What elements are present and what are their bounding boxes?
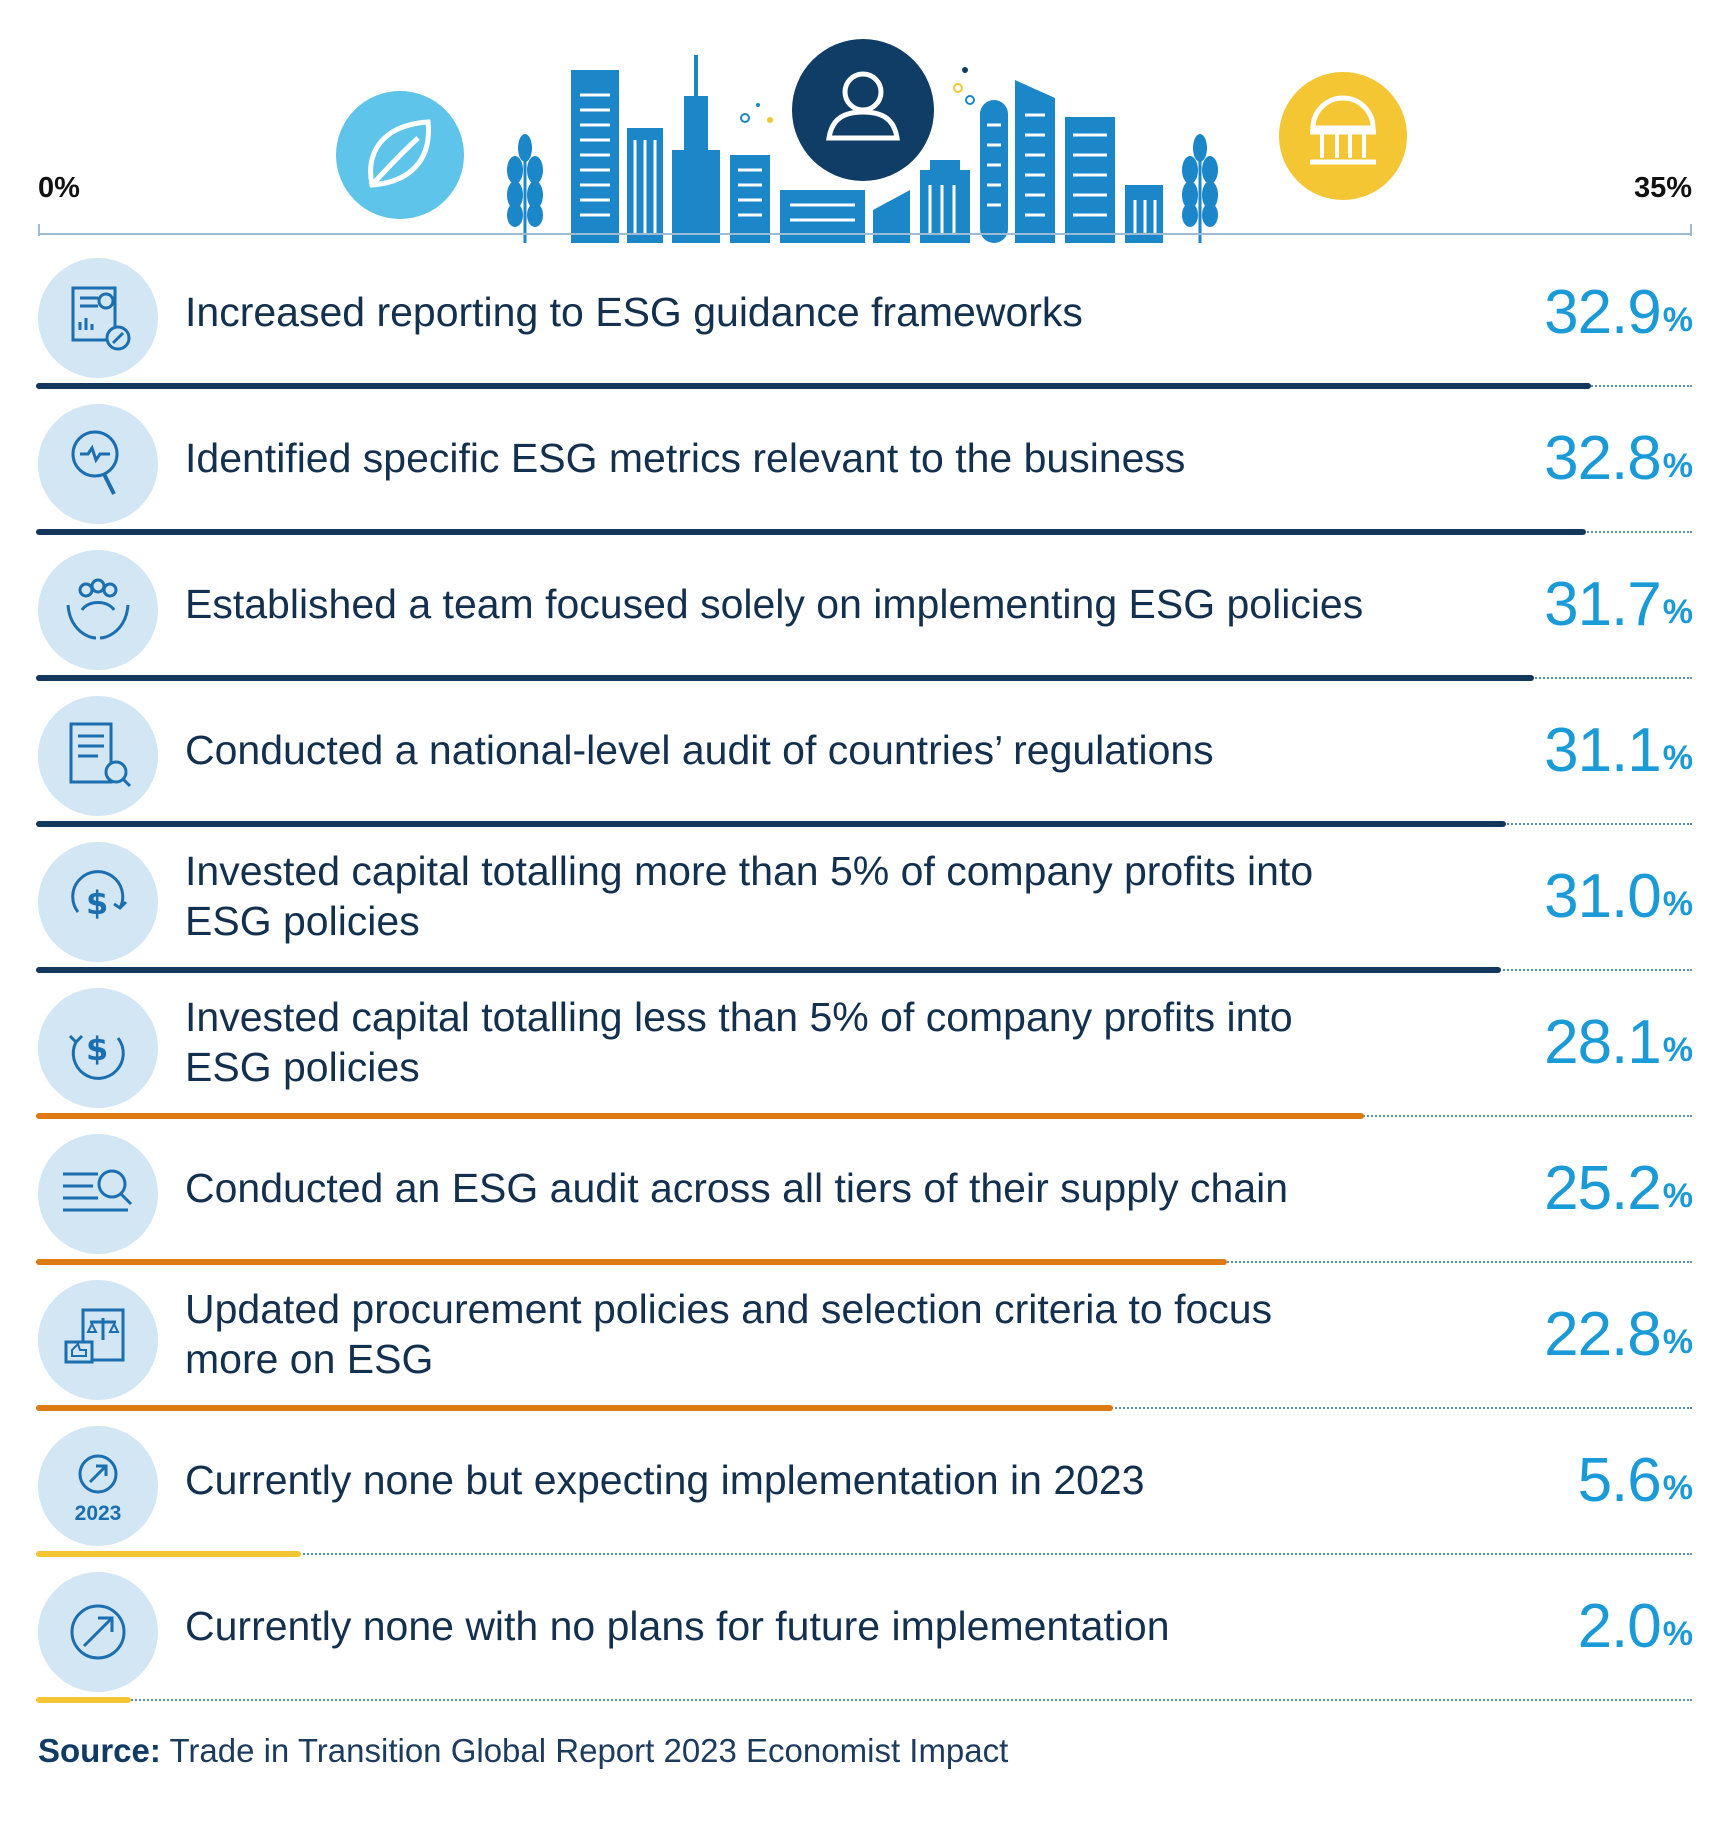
row-label: Invested capital totalling less than 5% … [185,994,1293,1090]
row-label: Established a team focused solely on imp… [185,581,1364,627]
data-label-value: 31.7 [1544,569,1662,639]
data-label-value: 32.9 [1544,277,1662,347]
bar [36,383,1591,389]
data-label-value: 32.8 [1544,423,1662,493]
row-label: Currently none but expecting implementat… [185,1457,1145,1503]
data-label: 31.0% [1544,832,1693,960]
chart-row: Conducted an ESG audit across all tiers … [0,1124,1725,1270]
leaf-icon [336,91,464,219]
city-skyline [571,55,1163,243]
data-label-value: 31.0 [1544,861,1662,931]
report-chart-icon [38,258,158,378]
bar-track [36,1553,1692,1555]
chart-row: Currently none with no plans for future … [0,1562,1725,1708]
data-label-unit: % [1662,300,1693,339]
chart-row: Increased reporting to ESG guidance fram… [0,248,1725,394]
bar [36,1259,1227,1265]
chart-row: $ Invested capital totalling less than 5%… [0,978,1725,1124]
bar [36,1697,131,1703]
svg-text:$: $ [86,1030,108,1068]
chart-row: $ Invested capital totalling more than 5%… [0,832,1725,978]
chart-row: Established a team focused solely on imp… [0,540,1725,686]
arrow-2023-icon: 2023 [38,1426,158,1546]
axis-min-label: 0% [38,172,80,204]
data-label: 2.0% [1577,1562,1693,1690]
data-label: 5.6% [1577,1416,1693,1544]
bar [36,1113,1364,1119]
data-label-unit: % [1662,738,1693,777]
wheat-icon [1182,134,1218,243]
source-note: Source: Trade in Transition Global Repor… [38,1732,1008,1770]
bar [36,675,1535,681]
arrow-circle-icon [38,1572,158,1692]
bar [36,821,1506,827]
axis-tick [38,224,40,236]
row-label: Conducted a national-level audit of coun… [185,727,1214,773]
chart-row: Identified specific ESG metrics relevant… [0,394,1725,540]
dollar-down-cycle-icon: $ [38,988,158,1108]
row-label: Conducted an ESG audit across all tiers … [185,1165,1289,1211]
chart-row: Conducted a national-level audit of coun… [0,686,1725,832]
data-label-unit: % [1662,1614,1693,1653]
bar [36,967,1501,973]
data-label: 31.7% [1544,540,1693,668]
government-building-icon [1279,72,1407,200]
source-text: Trade in Transition Global Report 2023 E… [169,1732,1009,1769]
bar [36,529,1587,535]
axis-tick [1690,224,1692,236]
data-label: 32.8% [1544,394,1693,522]
row-label: Increased reporting to ESG guidance fram… [185,289,1083,335]
data-label-unit: % [1662,1176,1693,1215]
data-label: 32.9% [1544,248,1693,376]
data-label-value: 2.0 [1577,1591,1662,1661]
dollar-up-cycle-icon: $ [38,842,158,962]
chart-row: Updated procurement policies and selecti… [0,1270,1725,1416]
data-label: 25.2% [1544,1124,1693,1252]
axis-line [38,233,1692,235]
axis-max-label: 35% [1633,172,1692,204]
data-label-value: 22.8 [1544,1299,1662,1369]
header-city-illustration [336,39,1407,243]
svg-text:$: $ [86,884,108,922]
data-label: 31.1% [1544,686,1693,814]
magnifier-pulse-icon [38,404,158,524]
bar [36,1405,1114,1411]
data-label-value: 28.1 [1544,1007,1662,1077]
list-search-icon [38,1134,158,1254]
data-label-value: 31.1 [1544,715,1662,785]
data-label: 28.1% [1544,978,1693,1106]
row-label: Updated procurement policies and selecti… [185,1286,1273,1382]
row-label: Currently none with no plans for future … [185,1603,1170,1649]
row-label: Identified specific ESG metrics relevant… [185,435,1186,481]
chart-row: 2023 Currently none but expecting impleme… [0,1416,1725,1562]
source-label: Source: [38,1732,161,1769]
data-label-unit: % [1662,592,1693,631]
data-label-unit: % [1662,1468,1693,1507]
wheat-icon [507,134,543,243]
person-icon [792,39,934,181]
bar [36,1551,301,1557]
team-hands-icon [38,550,158,670]
icon-year-text: 2023 [74,1502,122,1525]
row-label: Invested capital totalling more than 5% … [185,848,1314,944]
data-label: 22.8% [1544,1270,1693,1398]
data-label-value: 25.2 [1544,1153,1662,1223]
scale-thumbs-up-icon [38,1280,158,1400]
data-label-unit: % [1662,884,1693,923]
data-label-unit: % [1662,446,1693,485]
data-label-value: 5.6 [1577,1445,1662,1515]
data-label-unit: % [1662,1322,1693,1361]
data-label-unit: % [1662,1030,1693,1069]
bar-track [36,1699,1692,1701]
document-search-icon [38,696,158,816]
